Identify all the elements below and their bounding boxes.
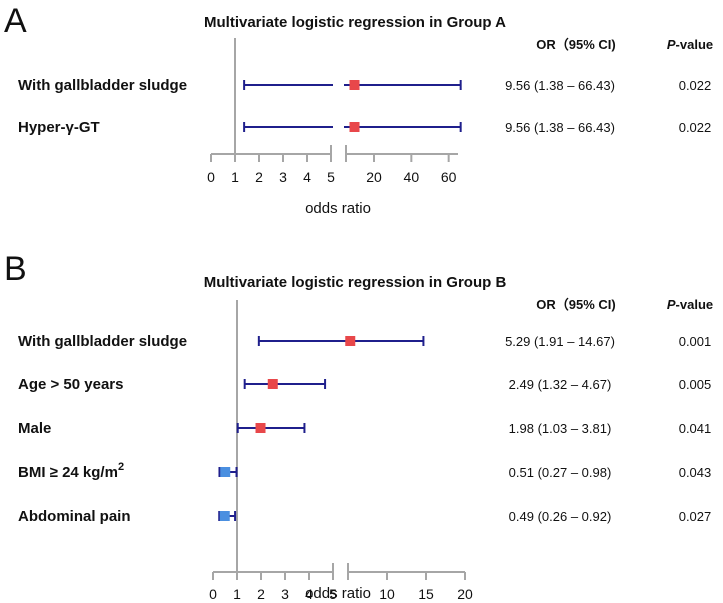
panel-b-p-value: 0.043	[679, 465, 712, 480]
panel-a-tick-label: 2	[255, 169, 263, 185]
panel-a-tick-label: 5	[327, 169, 335, 185]
panel-b-tick-label: 3	[281, 586, 289, 602]
panel-a-letter: A	[4, 2, 27, 40]
panel-b-tick-label: 10	[379, 586, 395, 602]
panel-a-p-value: 0.022	[679, 78, 712, 93]
panel-b-or-value: 5.29 (1.91 – 14.67)	[505, 334, 615, 349]
panel-a-xlabel: odds ratio	[305, 200, 371, 217]
panel-a-tick-label: 3	[279, 169, 287, 185]
panel-a: A Multivariate logistic regression in Gr…	[4, 2, 713, 217]
panel-b-row-label: Abdominal pain	[18, 508, 131, 525]
panel-b-tick-label: 5	[329, 586, 337, 602]
panel-b-title: Multivariate logistic regression in Grou…	[204, 274, 507, 291]
panel-b-xlabel: odds ratio	[305, 585, 371, 602]
panel-b-or-value: 0.51 (0.27 – 0.98)	[509, 465, 612, 480]
panel-a-row-label: Hyper-γ-GT	[18, 119, 100, 136]
panel-b-row-label: Age > 50 years	[18, 376, 124, 393]
panel-b-or-marker	[267, 379, 278, 389]
panel-b-or-value: 1.98 (1.03 – 3.81)	[509, 421, 612, 436]
panel-b-letter: B	[4, 250, 27, 288]
panel-b-p-value: 0.005	[679, 377, 712, 392]
panel-b-or-value: 2.49 (1.32 – 4.67)	[509, 377, 612, 392]
panel-a-tick-label: 4	[303, 169, 311, 185]
panel-b-or-marker	[255, 423, 266, 433]
panel-b-tick-label: 20	[457, 586, 473, 602]
panel-b-or-marker	[220, 467, 231, 477]
panel-a-tick-label: 0	[207, 169, 215, 185]
panel-b-p-header: P-value	[667, 297, 713, 312]
panel-a-tick-label: 60	[441, 169, 457, 185]
panel-b-row-label-superscript: 2	[118, 461, 124, 473]
panel-b-tick-label: 2	[257, 586, 265, 602]
panel-a-or-marker	[349, 122, 360, 132]
panel-b-tick-label: 4	[305, 586, 313, 602]
panel-b-or-marker	[219, 511, 230, 521]
panel-b-p-value: 0.001	[679, 334, 712, 349]
panel-b-tick-label: 15	[418, 586, 434, 602]
panel-b: B Multivariate logistic regression in Gr…	[4, 250, 713, 602]
panel-a-tick-label: 20	[366, 169, 382, 185]
panel-b-tick-label: 1	[233, 586, 241, 602]
panel-a-p-header: P-value	[667, 37, 713, 52]
panel-b-row-label: BMI ≥ 24 kg/m2	[18, 461, 124, 481]
panel-b-or-value: 0.49 (0.26 – 0.92)	[509, 509, 612, 524]
panel-b-row-label: Male	[18, 420, 51, 437]
panel-a-or-value: 9.56 (1.38 – 66.43)	[505, 120, 615, 135]
panel-b-p-value: 0.041	[679, 421, 712, 436]
panel-a-or-header: OR（95% CI)	[536, 37, 615, 52]
panel-a-tick-label: 40	[404, 169, 420, 185]
panel-b-row-label: With gallbladder sludge	[18, 333, 187, 350]
panel-b-tick-label: 0	[209, 586, 217, 602]
panel-a-plot: 0 1 2 3 4 5 20 40 60 With gallbladder sludge 9.56 …	[18, 38, 711, 185]
panel-a-or-marker	[349, 80, 360, 90]
panel-a-row-label: With gallbladder sludge	[18, 77, 187, 94]
panel-b-p-value: 0.027	[679, 509, 712, 524]
panel-a-or-value: 9.56 (1.38 – 66.43)	[505, 78, 615, 93]
panel-b-or-header: OR（95% CI)	[536, 297, 615, 312]
panel-a-tick-label: 1	[231, 169, 239, 185]
panel-a-title: Multivariate logistic regression in Grou…	[204, 14, 506, 31]
panel-a-p-value: 0.022	[679, 120, 712, 135]
panel-b-or-marker	[345, 336, 356, 346]
